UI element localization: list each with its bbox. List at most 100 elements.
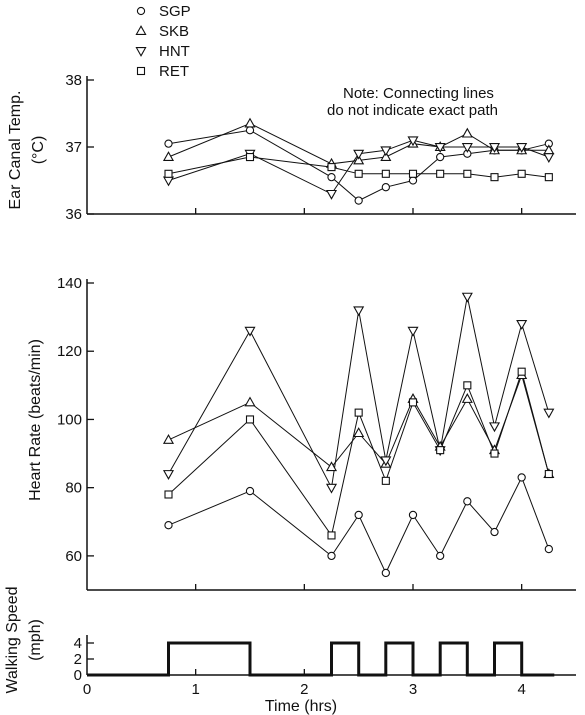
x-tick-label: 4: [517, 681, 525, 698]
point-ret: [544, 469, 553, 479]
heart-rate-axes: 60 80 100 120 140: [57, 275, 576, 591]
point-ret: [408, 169, 418, 178]
point-hnt: [353, 149, 365, 160]
temperature-panel: 36 37 38 Ear Canal Temp. (°C) Note: Connec…: [7, 3, 576, 223]
point-sgp: [408, 176, 418, 185]
point-sgp: [436, 152, 445, 162]
point-sgp: [164, 139, 173, 148]
point-hnt: [488, 143, 501, 153]
point-ret: [245, 153, 255, 162]
point-hnt: [516, 143, 528, 153]
walking-speed-plot: [87, 641, 555, 677]
legend-label-skb: SKB: [159, 23, 189, 40]
point-hnt: [380, 456, 392, 467]
point-ret: [164, 169, 173, 178]
x-axis-label: Time (hrs): [265, 698, 337, 715]
note-line-1: Note: Connecting lines: [343, 85, 494, 102]
point-ret: [544, 173, 553, 182]
point-ret: [381, 169, 390, 178]
point-hnt: [407, 326, 419, 337]
point-ret: [436, 169, 445, 178]
hr-y-tick-label: 140: [57, 275, 82, 292]
point-ret: [517, 367, 526, 376]
point-sgp: [245, 126, 255, 135]
point-ret: [463, 381, 472, 390]
temperature-y-axis-label-line1: Ear Canal Temp.: [7, 91, 24, 210]
note-line-2: do not indicate exact path: [327, 102, 498, 119]
point-hnt: [162, 176, 175, 187]
point-sgp: [463, 497, 472, 506]
point-sgp: [354, 196, 363, 205]
point-sgp: [164, 521, 173, 530]
point-ret: [436, 446, 445, 455]
point-sgp: [436, 551, 445, 561]
point-ret: [164, 490, 173, 499]
point-hnt: [325, 483, 338, 494]
point-skb: [162, 151, 175, 161]
walking-speed-y-axis-label-line2: (mph): [27, 619, 44, 661]
temp-y-tick-label: 38: [65, 72, 82, 89]
point-hnt: [434, 143, 446, 153]
temp-y-tick-label: 37: [65, 139, 82, 156]
hr-y-tick-label: 100: [57, 411, 82, 428]
point-sgp: [381, 568, 390, 578]
sp-y-tick-label: 0: [74, 667, 82, 684]
point-ret: [517, 169, 526, 178]
point-ret: [327, 163, 336, 172]
hr-y-tick-label: 80: [65, 480, 82, 497]
point-hnt: [162, 470, 175, 480]
point-sgp: [327, 551, 336, 561]
point-skb: [244, 117, 256, 128]
x-tick-label: 0: [83, 681, 91, 698]
point-hnt: [516, 319, 528, 330]
heart-rate-panel: 60 80 100 120 140 Heart Rate (beats/min): [27, 275, 576, 591]
point-hnt: [461, 143, 473, 153]
point-sgp: [354, 510, 363, 520]
legend-marker-hnt: [135, 47, 147, 57]
walking-speed-y-axis-label-line1: Walking Speed: [4, 586, 21, 693]
point-hnt: [353, 306, 365, 317]
series-line-sgp: [168, 476, 550, 575]
point-hnt: [407, 136, 419, 147]
point-hnt: [461, 292, 473, 303]
point-sgp: [408, 510, 418, 520]
hr-y-tick-label: 120: [57, 343, 82, 360]
heart-rate-plot: [162, 292, 555, 578]
series-line-sgp: [168, 129, 549, 202]
point-sgp: [490, 527, 499, 537]
point-sgp: [245, 486, 255, 496]
walking-speed-line: [87, 641, 555, 677]
point-sgp: [544, 544, 553, 554]
hr-y-tick-label: 60: [65, 548, 82, 565]
point-ret: [245, 415, 255, 424]
point-hnt: [380, 146, 392, 157]
point-skb: [353, 154, 365, 165]
point-ret: [408, 398, 418, 407]
heart-rate-y-axis-label: Heart Rate (beats/min): [27, 339, 44, 501]
point-ret: [463, 169, 472, 178]
point-skb: [543, 144, 555, 155]
point-ret: [354, 408, 363, 417]
point-ret: [490, 449, 499, 458]
point-hnt: [244, 326, 256, 337]
point-skb: [162, 433, 175, 444]
temperature-y-axis-label-line2: (°C): [30, 136, 47, 165]
point-skb: [325, 461, 338, 472]
point-hnt: [325, 189, 338, 200]
legend-marker-skb: [135, 25, 147, 35]
legend-label-ret: RET: [159, 63, 189, 80]
point-hnt: [543, 153, 555, 163]
point-ret: [354, 169, 363, 178]
point-ret: [490, 173, 499, 182]
legend-marker-sgp: [136, 6, 146, 16]
point-skb: [461, 127, 473, 138]
x-tick-label: 1: [191, 681, 199, 698]
x-tick-label: 2: [300, 681, 308, 698]
point-hnt: [488, 422, 501, 433]
point-ret: [327, 531, 336, 540]
temperature-axes: 36 37 38: [65, 72, 576, 223]
point-sgp: [327, 172, 336, 182]
point-skb: [461, 393, 473, 403]
